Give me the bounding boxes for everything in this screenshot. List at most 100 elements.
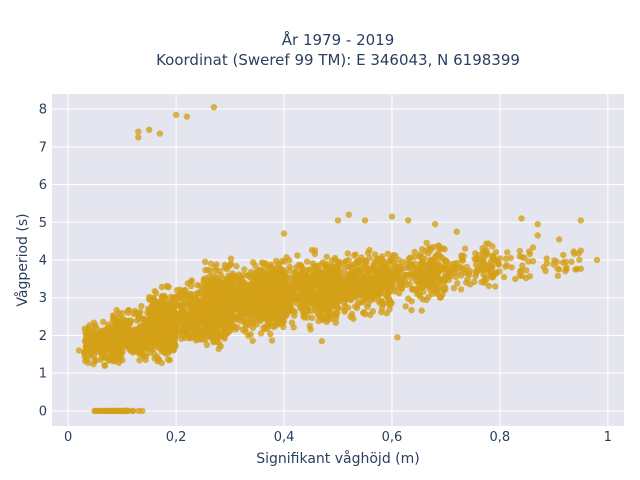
- data-point: [278, 313, 286, 320]
- data-point: [155, 343, 163, 350]
- data-point: [288, 275, 296, 283]
- data-points: [75, 104, 601, 415]
- data-point: [217, 333, 225, 340]
- data-point: [526, 273, 534, 280]
- data-point: [450, 285, 458, 292]
- data-point: [422, 269, 429, 276]
- data-point: [161, 337, 169, 344]
- data-point: [128, 331, 136, 338]
- data-point: [141, 323, 148, 331]
- data-point: [398, 285, 406, 293]
- data-point: [377, 268, 384, 276]
- data-point: [263, 278, 270, 286]
- data-point: [394, 334, 401, 341]
- data-point: [270, 271, 277, 278]
- data-point: [301, 269, 308, 276]
- data-point: [172, 311, 179, 319]
- data-point: [277, 293, 284, 300]
- data-point: [281, 288, 288, 295]
- data-point: [381, 262, 388, 270]
- data-point: [222, 329, 230, 336]
- data-point: [150, 313, 158, 320]
- data-point: [210, 329, 217, 337]
- data-point: [405, 217, 412, 224]
- data-point: [202, 281, 209, 289]
- data-point: [255, 288, 263, 295]
- data-point: [142, 356, 149, 364]
- data-point: [308, 277, 315, 284]
- data-point: [268, 295, 275, 302]
- data-point: [190, 291, 197, 298]
- data-point: [348, 262, 355, 269]
- data-point: [241, 266, 248, 273]
- data-point: [256, 296, 264, 303]
- data-point: [267, 330, 274, 338]
- data-point: [303, 304, 310, 311]
- data-point: [543, 260, 551, 267]
- data-point: [342, 289, 349, 296]
- data-point: [384, 300, 391, 307]
- data-point: [172, 301, 179, 309]
- data-point: [201, 258, 209, 265]
- data-point: [479, 245, 486, 252]
- data-point: [156, 130, 164, 137]
- data-point: [113, 306, 120, 314]
- data-point: [473, 255, 480, 262]
- data-point: [135, 128, 142, 135]
- data-point: [433, 288, 440, 295]
- data-point: [81, 325, 88, 332]
- data-point: [100, 407, 107, 415]
- data-point: [215, 276, 222, 284]
- data-point: [440, 287, 448, 294]
- data-point: [210, 339, 217, 346]
- data-point: [323, 318, 330, 325]
- data-point: [149, 303, 156, 310]
- data-point: [272, 305, 280, 312]
- data-point: [153, 353, 161, 360]
- data-point: [301, 289, 308, 296]
- data-point: [492, 248, 500, 256]
- data-point: [188, 303, 196, 311]
- data-point: [383, 272, 391, 279]
- data-point: [297, 283, 305, 290]
- data-point: [378, 280, 385, 288]
- x-tick-label: 0,6: [382, 430, 403, 445]
- data-point: [159, 292, 166, 300]
- data-point: [570, 248, 577, 255]
- data-point: [233, 263, 240, 270]
- y-tick-label: 3: [39, 291, 47, 306]
- data-point: [263, 307, 270, 314]
- data-point: [239, 307, 246, 314]
- data-point: [138, 303, 145, 310]
- data-point: [357, 287, 364, 295]
- data-point: [239, 284, 247, 292]
- data-point: [562, 268, 569, 275]
- data-point: [207, 260, 215, 267]
- data-point: [512, 275, 519, 283]
- data-point: [492, 269, 500, 276]
- data-point: [404, 260, 411, 267]
- data-point: [433, 268, 441, 275]
- data-point: [504, 249, 511, 256]
- data-point: [348, 285, 356, 292]
- data-point: [234, 316, 241, 323]
- data-point: [489, 243, 496, 250]
- data-point: [239, 272, 247, 279]
- data-point: [227, 283, 234, 290]
- data-point: [556, 236, 563, 243]
- data-point: [254, 316, 261, 323]
- data-point: [90, 352, 98, 360]
- data-point: [471, 278, 478, 285]
- data-point: [366, 288, 373, 295]
- data-point: [173, 326, 181, 334]
- data-point: [90, 319, 98, 326]
- data-point: [456, 263, 463, 270]
- data-point: [519, 262, 526, 269]
- data-point: [332, 319, 339, 326]
- data-point: [323, 253, 330, 261]
- data-point: [411, 248, 418, 256]
- data-point: [186, 296, 193, 303]
- data-point: [136, 336, 143, 343]
- data-point: [227, 293, 235, 300]
- data-point: [164, 283, 171, 290]
